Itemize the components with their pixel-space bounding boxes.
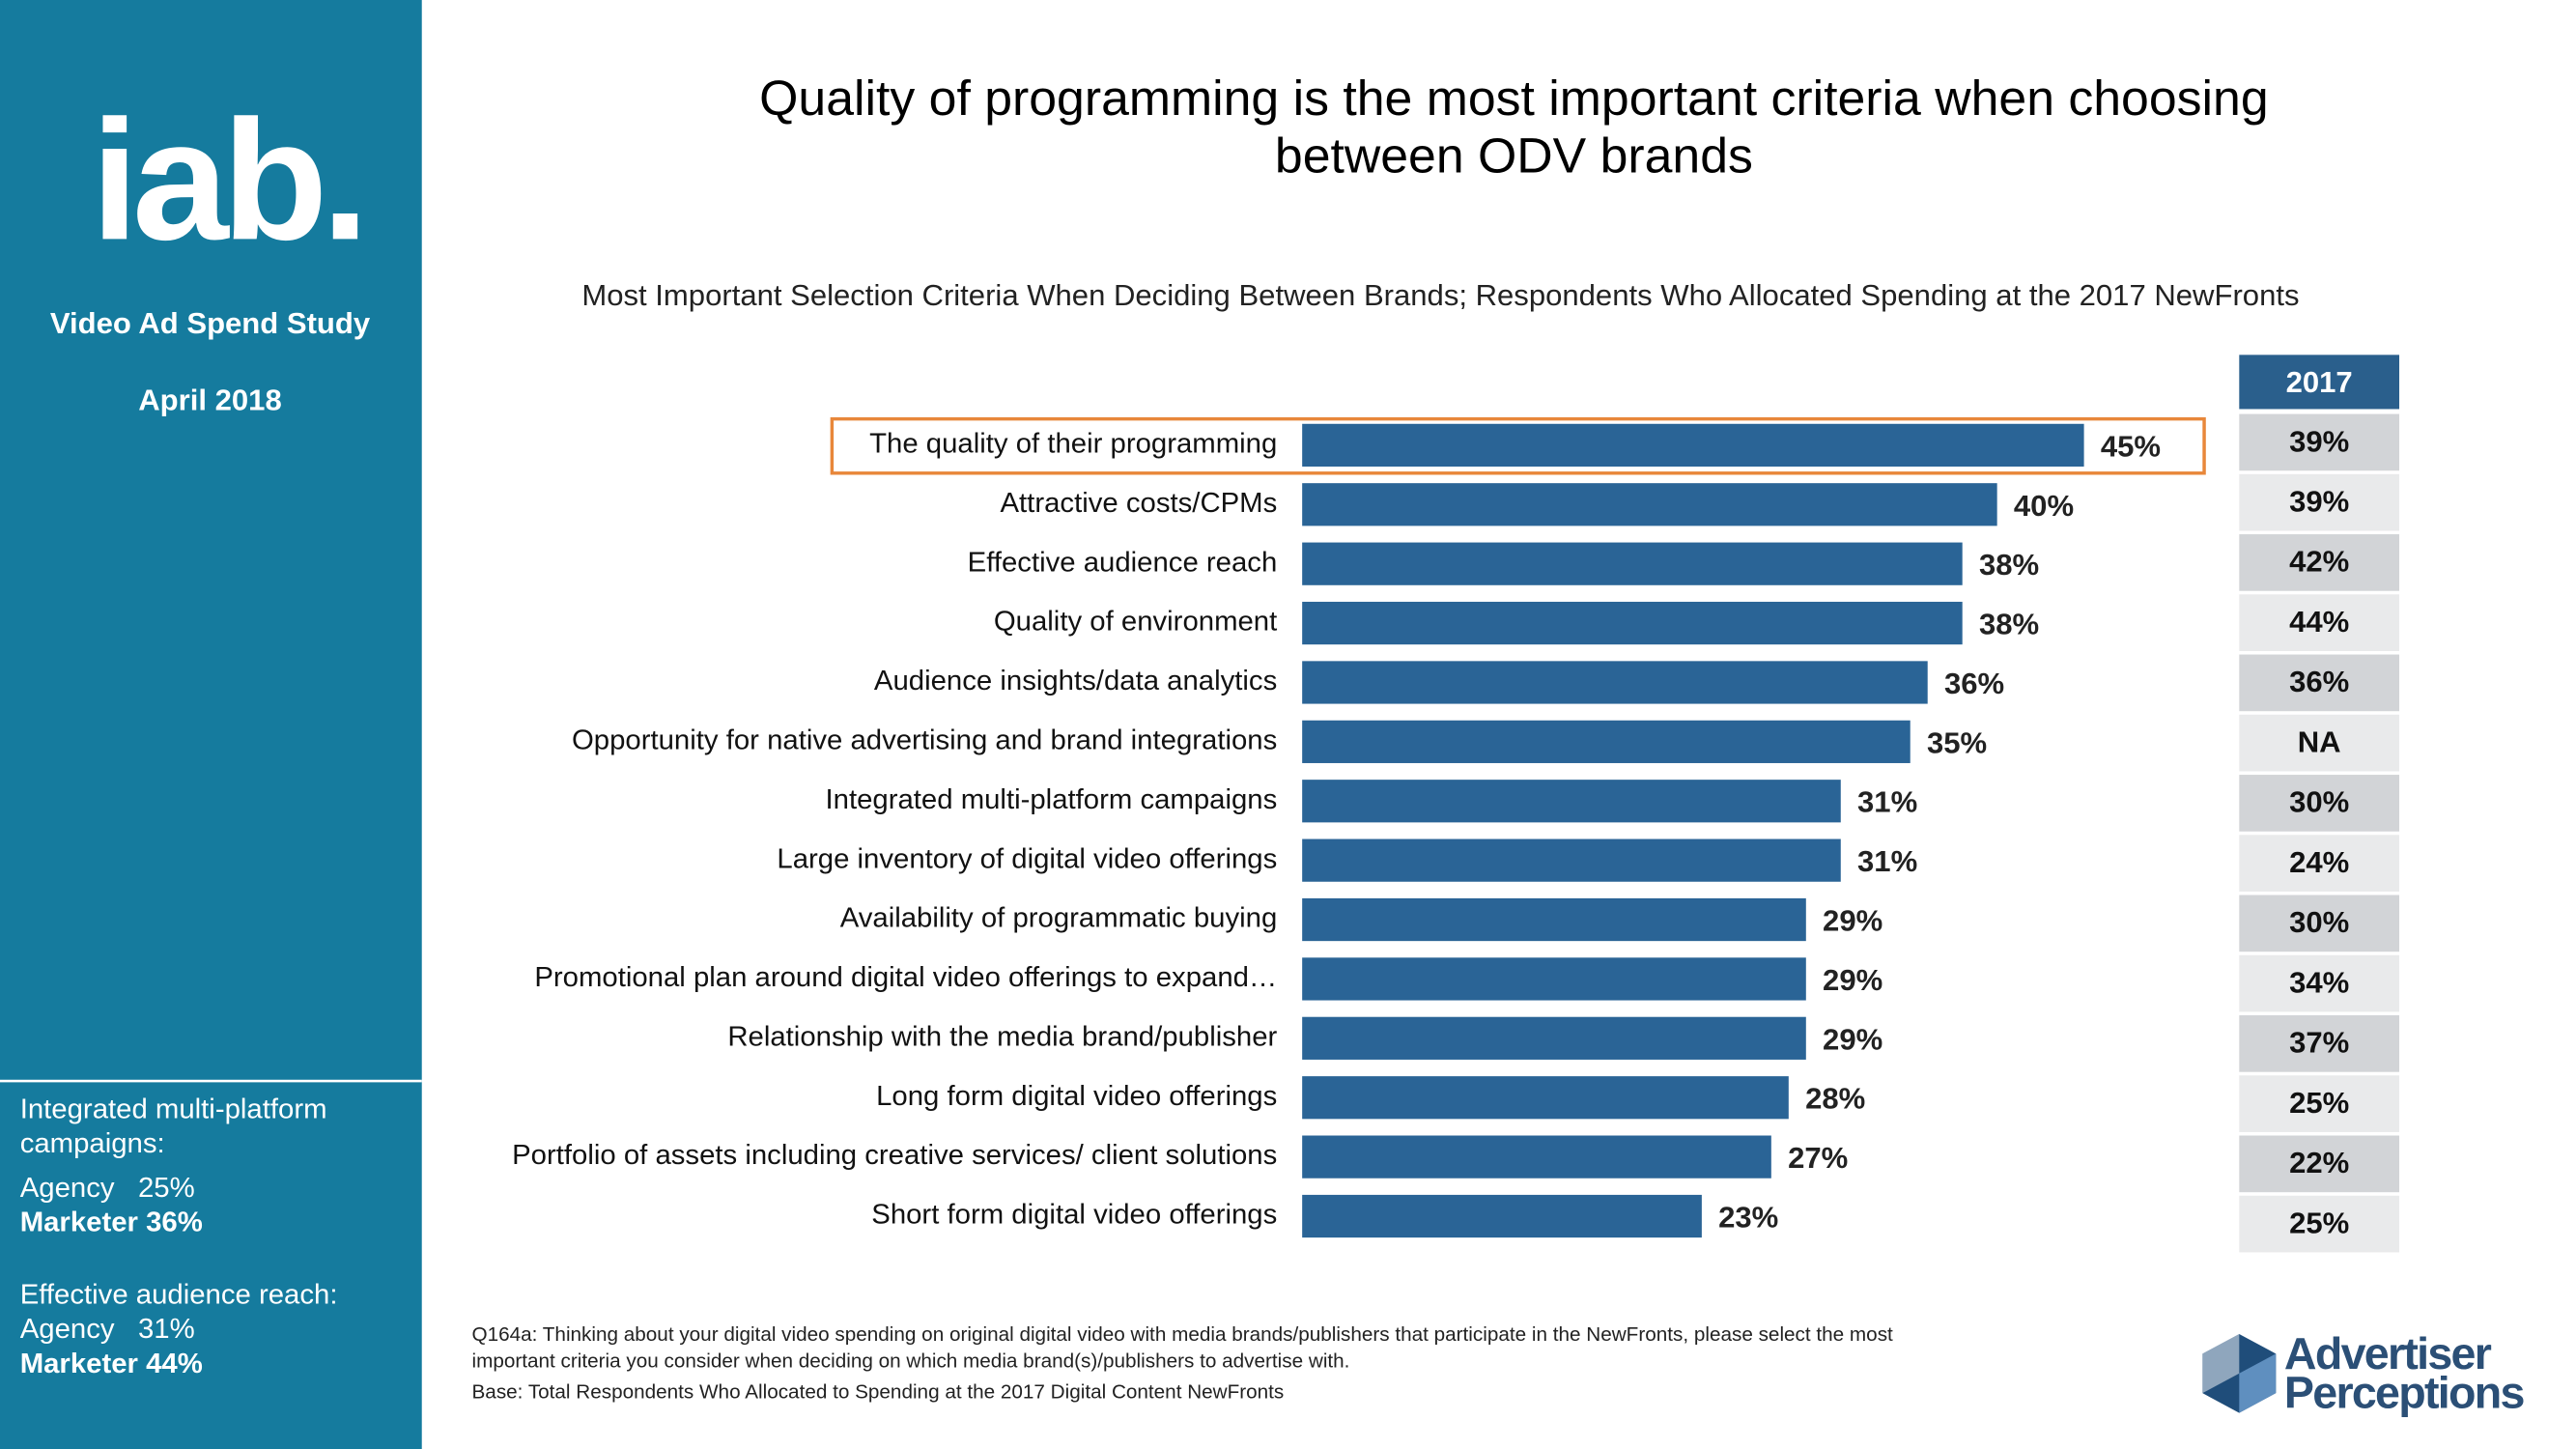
footnote: important criteria you consider when dec… — [472, 1350, 1350, 1372]
category-label: Availability of programmatic buying — [840, 903, 1278, 934]
table-cell-text: 42% — [2289, 545, 2349, 579]
bar — [1302, 957, 1806, 1001]
category-label: Promotional plan around digital video of… — [534, 962, 1277, 993]
table-cell-text: 30% — [2289, 785, 2349, 819]
bar — [1302, 1194, 1702, 1238]
value-label: 40% — [2014, 489, 2074, 523]
table-cell-text: 36% — [2289, 665, 2349, 698]
table-cell-text: 30% — [2289, 905, 2349, 939]
table-header — [2239, 355, 2400, 410]
category-label: Effective audience reach — [968, 547, 1278, 578]
category-label: Portfolio of assets including creative s… — [512, 1140, 1277, 1171]
sidebar-note: Agency 31% — [20, 1314, 195, 1345]
footnote: Q164a: Thinking about your digital video… — [472, 1323, 1894, 1346]
table-cell — [2239, 954, 2400, 1012]
bar — [1302, 838, 1841, 882]
table-cell — [2239, 895, 2400, 952]
value-label: 31% — [1857, 844, 1917, 878]
table-cell — [2239, 473, 2400, 531]
category-label: Audience insights/data analytics — [874, 666, 1277, 696]
brand-logo — [2202, 1333, 2277, 1413]
table-cell-text: 44% — [2289, 605, 2349, 639]
bar — [1302, 483, 1997, 526]
bar — [1302, 542, 1963, 585]
footnote: Base: Total Respondents Who Allocated to… — [472, 1381, 1285, 1404]
value-label: 31% — [1857, 785, 1917, 819]
category-label: Attractive costs/CPMs — [1000, 488, 1277, 519]
value-label: 27% — [1788, 1141, 1848, 1175]
category-label: Relationship with the media brand/publis… — [727, 1022, 1277, 1053]
value-label: 38% — [1979, 608, 2039, 641]
table-cell-text: 39% — [2289, 424, 2349, 458]
bar — [1302, 601, 1963, 645]
table-cell — [2239, 714, 2400, 772]
bar — [1302, 1016, 1806, 1060]
table-cell — [2239, 775, 2400, 832]
category-label: Long form digital video offerings — [876, 1081, 1277, 1112]
bar — [1302, 661, 1928, 704]
value-label: 38% — [1979, 548, 2039, 582]
table-cell-text: 22% — [2289, 1146, 2349, 1179]
table-cell-text: 25% — [2289, 1086, 2349, 1120]
bar — [1302, 1076, 1789, 1120]
study-date: April 2018 — [138, 384, 281, 417]
value-label: 45% — [2101, 430, 2161, 464]
category-label: Large inventory of digital video offerin… — [777, 843, 1277, 874]
brand-name: Perceptions — [2284, 1368, 2524, 1418]
table-cell-text: NA — [2298, 725, 2341, 759]
bar — [1302, 1135, 1771, 1179]
value-label: 29% — [1823, 963, 1882, 997]
chart-subtitle: Most Important Selection Criteria When D… — [581, 278, 2299, 312]
category-label: The quality of their programming — [869, 429, 1277, 460]
table-cell — [2239, 1195, 2400, 1253]
sidebar — [0, 0, 422, 1449]
bar — [1302, 720, 1911, 763]
bar — [1302, 780, 1841, 823]
sidebar-note: Effective audience reach: — [20, 1280, 338, 1311]
value-label: 28% — [1805, 1082, 1865, 1116]
highlight-box — [830, 416, 2206, 475]
chart-title: between ODV brands — [1275, 128, 1753, 184]
table-cell — [2239, 835, 2400, 892]
table-cell — [2239, 1075, 2400, 1132]
chart-title: Quality of programming is the most impor… — [759, 70, 2268, 126]
table-cell-text: 37% — [2289, 1026, 2349, 1060]
table-cell-text: 25% — [2289, 1207, 2349, 1240]
study-name: Video Ad Spend Study — [50, 306, 370, 340]
category-label: Opportunity for native advertising and b… — [572, 725, 1277, 756]
table-cell — [2239, 654, 2400, 712]
bar — [1302, 897, 1806, 942]
brand-name: Advertiser — [2284, 1328, 2492, 1378]
sidebar-note: Agency 25% — [20, 1173, 195, 1204]
table-header-text: 2017 — [2286, 365, 2353, 399]
category-label: Short form digital video offerings — [871, 1200, 1277, 1231]
sidebar-note: campaigns: — [20, 1128, 165, 1159]
sidebar-note: Marketer 36% — [20, 1208, 203, 1238]
bar — [1302, 423, 2084, 467]
sidebar-note: Integrated multi-platform — [20, 1094, 327, 1124]
table-cell-text: 39% — [2289, 485, 2349, 519]
value-label: 29% — [1823, 904, 1882, 938]
category-label: Quality of environment — [994, 607, 1277, 638]
value-label: 36% — [1944, 667, 2004, 700]
value-label: 35% — [1927, 726, 1987, 760]
value-label: 29% — [1823, 1023, 1882, 1057]
table-cell — [2239, 413, 2400, 471]
table-cell-text: 24% — [2289, 845, 2349, 879]
iab-logo: iab. — [91, 85, 363, 276]
category-label: Integrated multi-platform campaigns — [825, 784, 1277, 815]
sidebar-note: Marketer 44% — [20, 1349, 203, 1379]
value-label: 23% — [1718, 1201, 1778, 1235]
table-cell — [2239, 1015, 2400, 1072]
table-cell — [2239, 534, 2400, 591]
table-cell-text: 34% — [2289, 966, 2349, 1000]
table-cell — [2239, 594, 2400, 651]
table-cell — [2239, 1135, 2400, 1193]
